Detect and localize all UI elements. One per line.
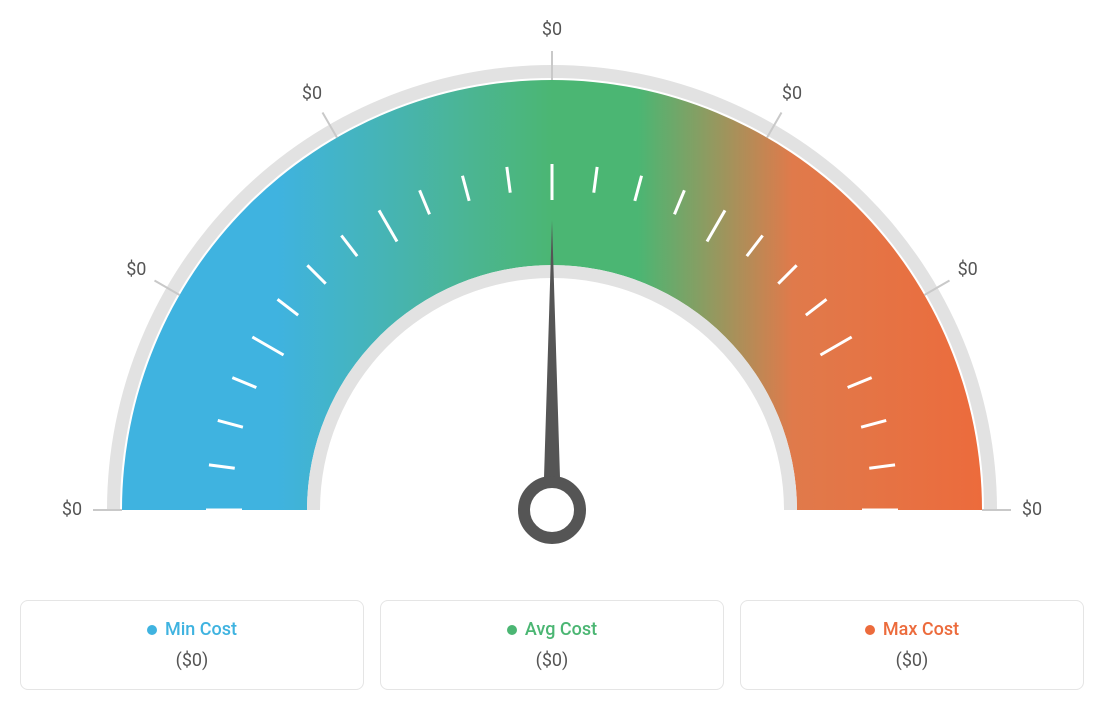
legend-value: ($0) bbox=[41, 650, 343, 671]
legend-label-row: Max Cost bbox=[761, 619, 1063, 640]
svg-text:$0: $0 bbox=[542, 20, 562, 40]
legend-label: Min Cost bbox=[165, 619, 237, 640]
gauge-svg: $0 $0 $0 $0 $0 $0 $0 bbox=[20, 20, 1084, 580]
legend-dot-icon bbox=[865, 625, 875, 635]
legend-value: ($0) bbox=[761, 650, 1063, 671]
legend-dot-icon bbox=[507, 625, 517, 635]
svg-text:$0: $0 bbox=[126, 259, 146, 280]
gauge-chart: $0 $0 $0 $0 $0 $0 $0 bbox=[20, 20, 1084, 580]
legend-value: ($0) bbox=[401, 650, 703, 671]
legend-card-min: Min Cost ($0) bbox=[20, 600, 364, 690]
legend-label: Max Cost bbox=[883, 619, 959, 640]
gauge-infographic: $0 $0 $0 $0 $0 $0 $0 Min Cost ($0) Avg Cost ($… bbox=[20, 20, 1084, 690]
legend-label-row: Avg Cost bbox=[401, 619, 703, 640]
legend-label: Avg Cost bbox=[525, 619, 597, 640]
legend-label-row: Min Cost bbox=[41, 619, 343, 640]
legend-row: Min Cost ($0) Avg Cost ($0) Max Cost ($0… bbox=[20, 600, 1084, 690]
svg-text:$0: $0 bbox=[782, 83, 802, 104]
legend-card-avg: Avg Cost ($0) bbox=[380, 600, 724, 690]
svg-text:$0: $0 bbox=[1022, 499, 1042, 520]
svg-text:$0: $0 bbox=[958, 259, 978, 280]
svg-text:$0: $0 bbox=[62, 499, 82, 520]
legend-dot-icon bbox=[147, 625, 157, 635]
legend-card-max: Max Cost ($0) bbox=[740, 600, 1084, 690]
svg-text:$0: $0 bbox=[302, 83, 322, 104]
